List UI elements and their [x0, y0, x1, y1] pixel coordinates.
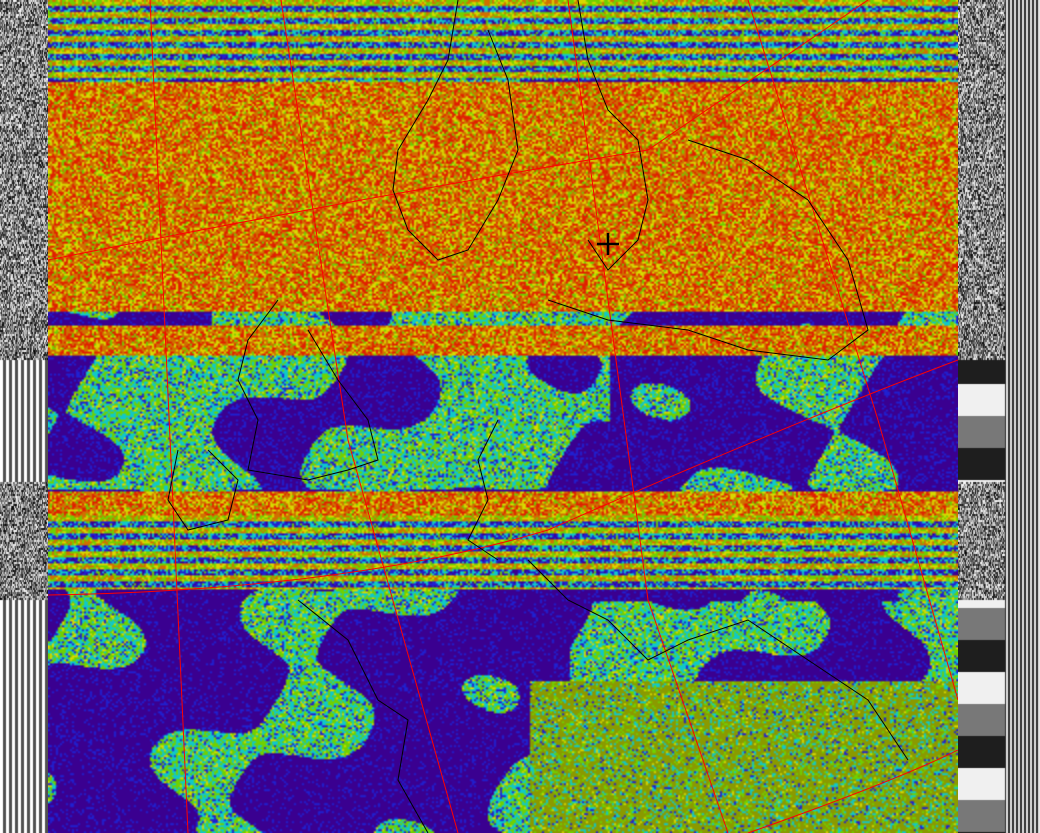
map-overlay [48, 0, 958, 833]
graticule-lines [48, 0, 958, 833]
coastline [467, 419, 499, 561]
coastline [237, 299, 379, 481]
graticule-line [567, 0, 729, 833]
coastline [392, 0, 519, 261]
telemetry-strip-left [0, 0, 48, 833]
coastlines [167, 0, 909, 833]
graticule-line [48, 359, 958, 596]
coastline [547, 139, 869, 361]
graticule-line [280, 0, 459, 833]
coastline [527, 559, 909, 761]
coastline [577, 0, 649, 271]
graticule-line [48, 0, 869, 261]
crosshair-icon [597, 233, 619, 255]
graticule-line [149, 0, 189, 833]
telemetry-strip-right [958, 0, 1040, 833]
coastline [297, 599, 429, 833]
satellite-image [48, 0, 958, 833]
graticule-line [747, 749, 958, 833]
graticule-line [747, 0, 958, 701]
coastline [167, 449, 239, 531]
